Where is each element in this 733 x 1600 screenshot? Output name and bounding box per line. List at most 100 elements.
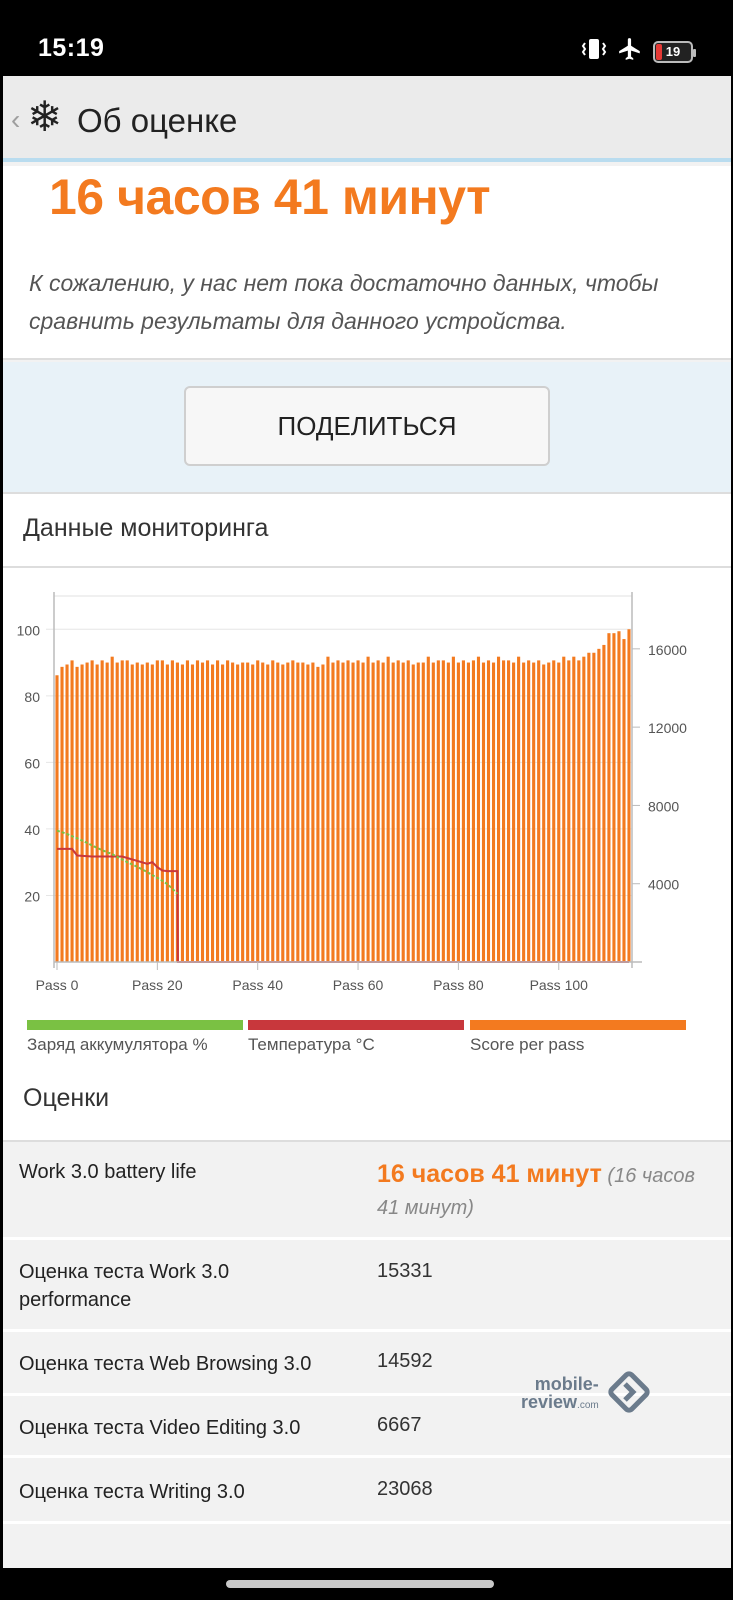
score-label: Оценка теста Video Editing 3.0	[19, 1417, 301, 1439]
monitoring-title: Данные мониторинга	[23, 514, 269, 542]
score-bar	[75, 666, 79, 962]
score-bar	[210, 664, 215, 962]
score-bar	[507, 660, 511, 962]
page-title: Об оценке	[77, 102, 238, 139]
gesture-handle[interactable]	[226, 1580, 494, 1588]
score-bar	[421, 662, 425, 962]
share-button[interactable]: ПОДЕЛИТЬСЯ	[184, 386, 550, 466]
score-bar	[165, 664, 169, 962]
y-right-tick-label: 8000	[648, 798, 679, 814]
score-bar	[592, 652, 596, 962]
score-bar	[276, 662, 280, 962]
watermark-line1: mobile-	[534, 1373, 599, 1394]
score-bar	[446, 662, 450, 962]
score-value: 14592	[377, 1350, 433, 1372]
x-tick-label: Pass 60	[333, 977, 384, 993]
score-bar	[622, 639, 626, 962]
watermark-line2: review	[521, 1391, 578, 1412]
app-bar: ‹ ❄ Об оценке	[3, 76, 731, 162]
score-bar	[286, 662, 290, 962]
score-bar	[577, 660, 581, 962]
monitoring-chart-svg: 20 40 60 80 100 4000 8000 12000 16000 Pass 0 Pass …	[17, 592, 687, 993]
score-bar	[130, 664, 134, 962]
score-bar	[105, 662, 109, 962]
score-bar	[321, 664, 325, 962]
score-bar	[266, 664, 270, 962]
score-bar	[537, 660, 541, 962]
score-row-web-browsing: Оценка теста Web Browsing 3.0 14592	[3, 1332, 731, 1396]
score-bar	[376, 660, 380, 962]
score-bar	[476, 656, 481, 962]
score-bar	[401, 662, 405, 962]
legend-label-temperature: Температура °С	[248, 1035, 375, 1054]
score-label: Оценка теста Work 3.0 performance	[19, 1261, 230, 1311]
score-bar	[346, 660, 350, 962]
score-bar	[431, 662, 435, 962]
score-bar	[271, 660, 275, 962]
score-bar	[491, 662, 496, 962]
legend-item-temperature: Температура °С	[248, 1020, 464, 1055]
y-left-tick-label: 100	[17, 622, 41, 638]
score-bar	[231, 662, 235, 962]
score-row-partial	[3, 1524, 731, 1568]
watermark-suffix: .com	[577, 1399, 599, 1411]
score-bar	[481, 662, 486, 962]
legend-swatch-battery	[27, 1020, 243, 1030]
score-bar	[80, 664, 84, 962]
score-bar	[145, 662, 149, 962]
status-bar: 15:19 19	[0, 0, 733, 76]
y-right-tick-label: 16000	[648, 642, 687, 658]
score-bar	[426, 656, 430, 962]
score-bar	[331, 662, 335, 962]
score-bar	[125, 660, 129, 962]
score-bar	[562, 656, 566, 962]
score-bar	[221, 664, 225, 962]
y-right-tick-label: 4000	[648, 877, 679, 893]
score-bar	[612, 633, 616, 962]
score-bar	[115, 662, 119, 962]
score-bar	[306, 664, 310, 962]
vibrate-icon	[581, 38, 607, 65]
navigation-bar	[0, 1568, 733, 1600]
score-bar	[95, 664, 99, 962]
share-section: ПОДЕЛИТЬСЯ	[3, 362, 731, 492]
legend-item-score: Score per pass	[470, 1020, 686, 1055]
legend-label-battery: Заряд аккумулятора %	[27, 1035, 208, 1054]
battery-life-result: 16 часов 41 минут	[49, 169, 491, 225]
score-bar	[381, 662, 385, 962]
score-bar	[386, 656, 390, 962]
score-bar	[552, 660, 556, 962]
x-tick-label: Pass 100	[530, 977, 589, 993]
comparison-notice: К сожалению, у нас нет пока достаточно д…	[3, 244, 731, 360]
score-bar	[195, 660, 200, 962]
score-bar	[140, 664, 144, 962]
score-bar	[336, 660, 340, 962]
snowflake-icon[interactable]: ❄	[27, 93, 63, 140]
score-bar	[607, 633, 611, 962]
y-left-tick-label: 80	[24, 689, 40, 705]
scores-header: Оценки	[3, 1070, 731, 1142]
score-bar	[90, 660, 94, 962]
score-row-battery-life: Work 3.0 battery life 16 часов 41 минут …	[3, 1142, 731, 1240]
score-bar	[135, 662, 139, 962]
score-bar	[522, 662, 526, 962]
status-time: 15:19	[38, 34, 105, 62]
score-value: 15331	[377, 1260, 433, 1282]
back-chevron-icon[interactable]: ‹	[11, 104, 21, 135]
score-bar	[441, 660, 445, 962]
battery-line	[56, 829, 179, 895]
score-label: Оценка теста Writing 3.0	[19, 1481, 245, 1503]
x-tick-label: Pass 0	[36, 977, 79, 993]
score-bar	[461, 660, 465, 962]
score-bar	[502, 660, 506, 962]
score-bar	[110, 656, 114, 962]
score-bar	[451, 656, 455, 962]
monitoring-header: Данные мониторинга	[3, 492, 731, 568]
score-bar	[100, 660, 104, 962]
score-bar	[326, 656, 330, 962]
score-bar	[411, 664, 415, 962]
score-row-writing: Оценка теста Writing 3.0 23068	[3, 1458, 731, 1524]
score-bar	[251, 664, 255, 962]
score-bar	[582, 656, 586, 962]
score-bar	[572, 656, 576, 962]
